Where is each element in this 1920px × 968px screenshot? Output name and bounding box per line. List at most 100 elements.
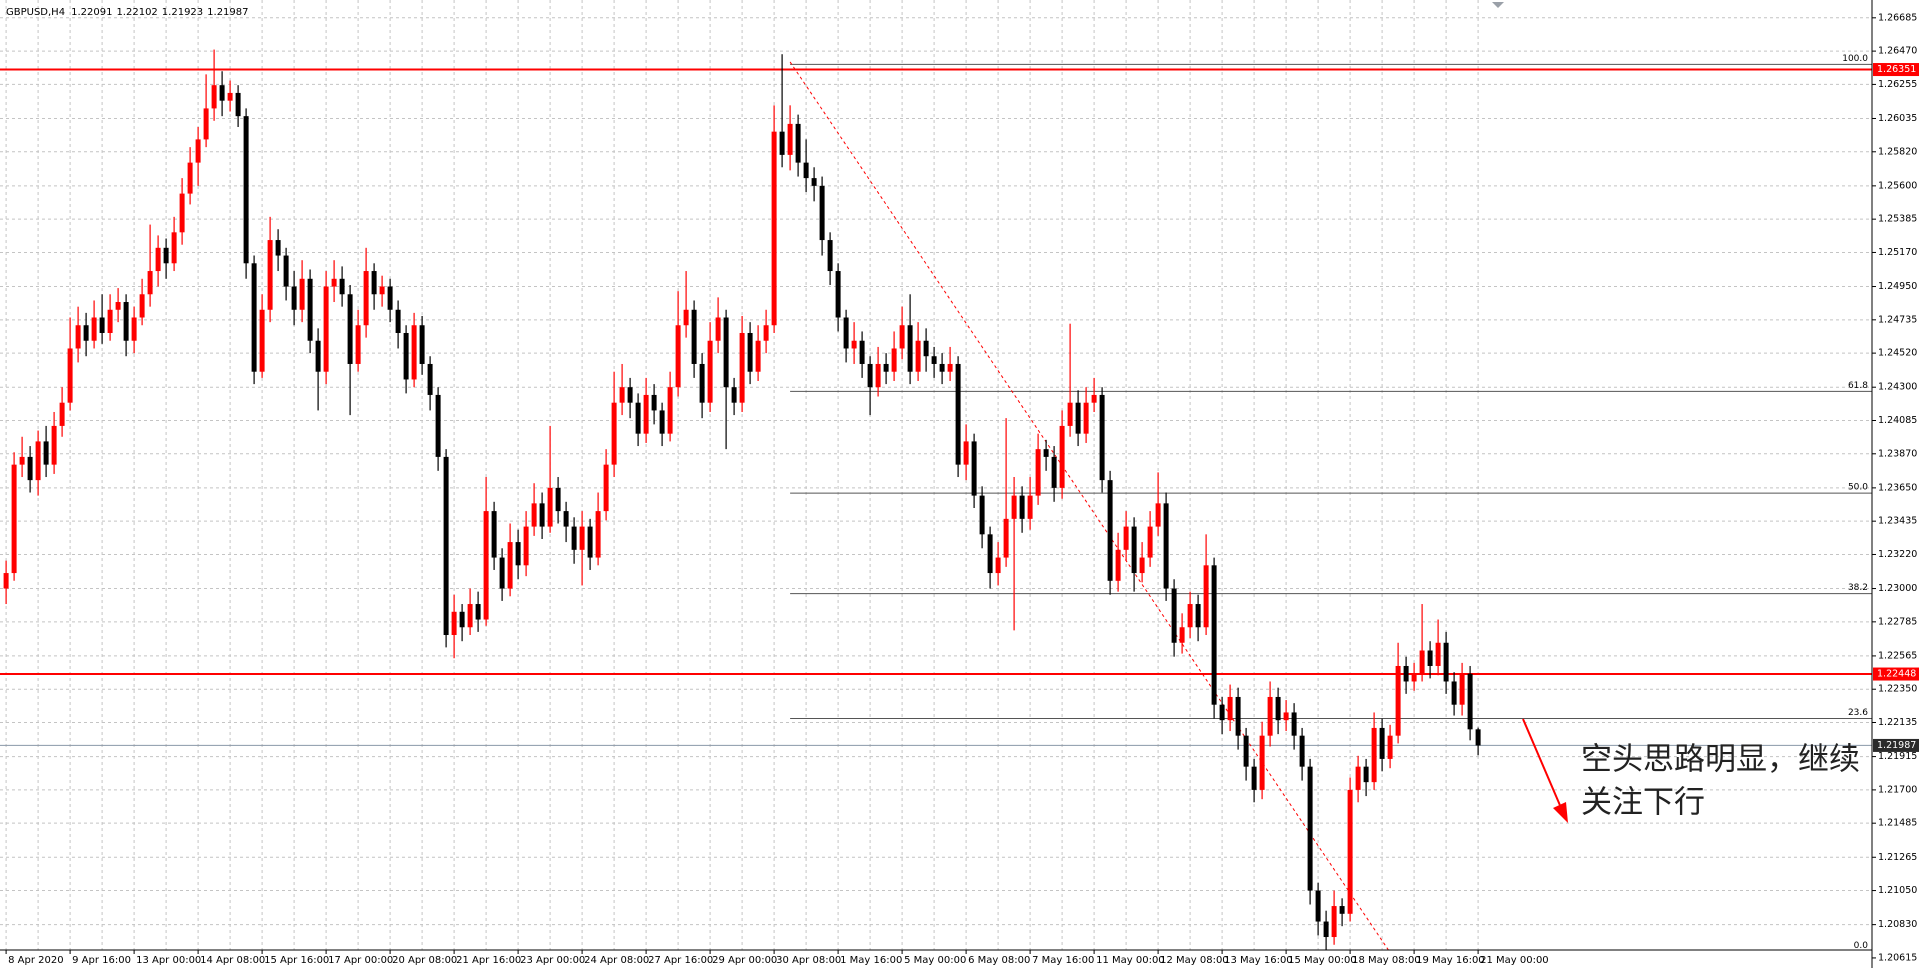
y-tick-label: 1.21915: [1878, 751, 1917, 762]
x-tick-label: 12 May 08:00: [1160, 955, 1229, 966]
candle-body: [379, 286, 385, 295]
candle-body: [227, 92, 233, 101]
candle-body: [1315, 890, 1321, 922]
candle-body: [139, 294, 145, 318]
y-tick-label: 1.21265: [1878, 852, 1917, 863]
candle-body: [1323, 921, 1329, 938]
candle-body: [811, 178, 817, 186]
candle-body: [355, 325, 361, 364]
candle-body: [667, 387, 673, 434]
candle-body: [1075, 402, 1081, 434]
candle-body: [555, 487, 561, 512]
candle-body: [763, 325, 769, 341]
candle-body: [955, 363, 961, 465]
candle-body: [179, 193, 185, 233]
candle-body: [1435, 642, 1441, 666]
arrow-head: [1553, 802, 1568, 823]
x-tick-label: 20 Apr 08:00: [392, 955, 457, 966]
candle-body: [203, 108, 209, 140]
fib-label: 38.2: [1848, 583, 1868, 593]
symbol: GBPUSD,H4: [6, 7, 65, 18]
x-tick-label: 21 May 00:00: [1480, 955, 1549, 966]
candle-body: [251, 263, 257, 372]
candle-body: [843, 317, 849, 349]
candle-body: [891, 348, 897, 372]
candle-body: [747, 332, 753, 372]
candle-body: [1243, 735, 1249, 767]
candle-body: [67, 348, 73, 403]
candle-body: [795, 123, 801, 163]
x-tick-label: 14 Apr 08:00: [200, 955, 265, 966]
y-tick-label: 1.20615: [1878, 952, 1917, 963]
candle-body: [1395, 665, 1401, 736]
candle-body: [819, 185, 825, 241]
candle-body: [1259, 735, 1265, 790]
x-tick-label: 17 Apr 00:00: [328, 955, 393, 966]
candle-body: [699, 363, 705, 403]
time-axis-bg: [0, 950, 1872, 968]
candle-body: [771, 131, 777, 326]
y-tick-label: 1.21485: [1878, 818, 1917, 829]
candle-body: [1131, 526, 1137, 574]
x-tick-label: 15 Apr 16:00: [264, 955, 329, 966]
candle-body: [387, 286, 393, 310]
candle-body: [1339, 906, 1345, 914]
candle-body: [1203, 565, 1209, 628]
candle-body: [651, 394, 657, 411]
candle-body: [1227, 696, 1233, 721]
candle-body: [803, 162, 809, 179]
fib-label: 61.8: [1848, 381, 1868, 391]
candle-body: [1187, 604, 1193, 628]
candle-body: [971, 441, 977, 496]
candle-body: [1003, 518, 1009, 558]
candle-body: [715, 317, 721, 341]
candle-body: [827, 240, 833, 272]
x-tick-label: 30 Apr 08:00: [776, 955, 841, 966]
candle-body: [27, 456, 33, 481]
candle-body: [683, 309, 689, 326]
price-box: [1873, 63, 1919, 77]
y-tick-label: 1.23650: [1878, 482, 1917, 493]
candle-body: [563, 511, 569, 527]
candle-body: [1219, 704, 1225, 721]
candle-body: [539, 503, 545, 527]
price-axis-bg: [1872, 0, 1920, 968]
candle-body: [1235, 696, 1241, 736]
x-tick-label: 29 Apr 00:00: [712, 955, 777, 966]
price-box: [1873, 667, 1919, 681]
candle-body: [1059, 425, 1065, 488]
candle-body: [131, 317, 137, 341]
candle-body: [1387, 735, 1393, 759]
candle-body: [99, 317, 105, 333]
candle-body: [1251, 766, 1257, 790]
y-tick-label: 1.26255: [1878, 79, 1917, 90]
candle-body: [907, 325, 913, 372]
high: 1.22102: [116, 7, 157, 18]
candle-body: [1139, 557, 1145, 574]
candle-body: [299, 278, 305, 310]
candle-body: [963, 441, 969, 465]
candle-body: [851, 340, 857, 349]
candle-body: [979, 495, 985, 535]
candle-body: [1275, 696, 1281, 721]
candle-body: [731, 387, 737, 403]
candle-body: [195, 139, 201, 163]
candle-body: [947, 363, 953, 372]
candle-body: [1379, 727, 1385, 759]
candle-body: [403, 332, 409, 380]
x-tick-label: 7 May 16:00: [1032, 955, 1094, 966]
candle-body: [1211, 565, 1217, 705]
candle-body: [1099, 394, 1105, 481]
candle-body: [915, 340, 921, 372]
x-tick-label: 6 May 08:00: [968, 955, 1030, 966]
candle-body: [291, 286, 297, 310]
candle-body: [619, 387, 625, 403]
candle-body: [1411, 673, 1417, 682]
candle-body: [91, 317, 97, 341]
candle-body: [1011, 495, 1017, 519]
candle-body: [1027, 495, 1033, 519]
candle-body: [371, 271, 377, 295]
y-tick-label: 1.21050: [1878, 885, 1917, 896]
candle-body: [1347, 789, 1353, 914]
